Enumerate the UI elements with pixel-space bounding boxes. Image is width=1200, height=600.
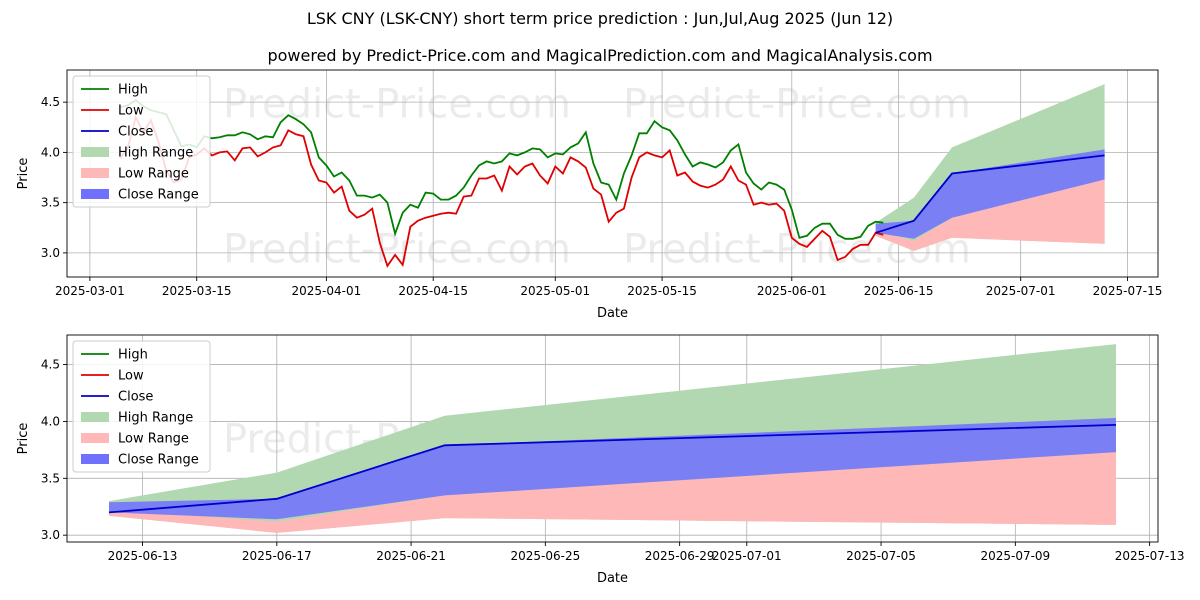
x-tick-label: 2025-06-29: [645, 549, 715, 563]
plot-frame: [66, 334, 1159, 543]
chart-title: LSK CNY (LSK-CNY) short term price predi…: [306, 9, 894, 28]
x-tick-label: 2025-07-13: [1115, 549, 1185, 563]
legend-label: Low Range: [118, 432, 189, 447]
x-tick-label: 2025-07-09: [980, 549, 1050, 563]
watermark-text: Predict-Price.com: [223, 227, 571, 273]
legend: High Low Close High Range Low Range Close Ran…: [72, 340, 211, 473]
y-tick-label: 3.5: [41, 196, 60, 210]
x-tick-label: 2025-04-15: [398, 284, 468, 298]
chart-panel-2: Predict-Price.comPredict-Price.com2025-0…: [16, 334, 1185, 586]
x-tick-label: 2025-05-01: [520, 284, 590, 298]
x-tick-label: 2025-06-01: [757, 284, 827, 298]
x-tick-label: 2025-06-17: [242, 549, 312, 563]
legend-swatch: [81, 189, 109, 199]
y-tick-label: 3.0: [41, 246, 60, 260]
legend-label: High Range: [118, 411, 193, 426]
close-range-band: [875, 149, 1105, 239]
legend-label: Close: [118, 125, 153, 140]
x-tick-label: 2025-06-25: [510, 549, 580, 563]
x-tick-label: 2025-06-13: [108, 549, 178, 563]
legend-label: Low Range: [118, 167, 189, 182]
close-series-line: [108, 424, 1117, 514]
legend-label: High: [118, 348, 148, 363]
x-axis-label: Date: [597, 571, 628, 586]
legend-label: Close Range: [118, 188, 199, 203]
close-series-line: [875, 154, 1105, 234]
legend-label: Close Range: [118, 453, 199, 468]
high-series-line: [120, 98, 884, 240]
x-axis-label: Date: [597, 306, 628, 321]
legend-swatch: [81, 147, 109, 157]
y-axis-label: Price: [16, 158, 31, 190]
chart-subtitle: powered by Predict-Price.com and Magical…: [267, 46, 933, 65]
chart-panel-1: Predict-Price.com Predict-Price.com Predic…: [16, 69, 1163, 321]
legend-label: Low: [118, 104, 144, 119]
legend-label: Low: [118, 369, 144, 384]
low-range-band: [875, 179, 1105, 251]
y-tick-label: 4.5: [41, 95, 60, 109]
watermark-text: Predict-Price.com: [223, 82, 571, 128]
legend-label: Close: [118, 390, 153, 405]
x-tick-label: 2025-07-01: [986, 284, 1056, 298]
low-range-band: [109, 452, 1116, 533]
x-tick-label: 2025-07-15: [1093, 284, 1163, 298]
close-range-band: [109, 418, 1116, 520]
plot-frame: [66, 69, 1159, 278]
legend: High Low Close High Range Low Range Close Ran…: [72, 75, 211, 208]
y-tick-label: 3.5: [41, 471, 60, 485]
legend-swatch: [81, 433, 109, 443]
x-tick-label: 2025-06-15: [864, 284, 934, 298]
y-axis-label: Price: [16, 423, 31, 455]
x-tick-label: 2025-04-01: [292, 284, 362, 298]
x-tick-label: 2025-05-15: [627, 284, 697, 298]
x-tick-label: 2025-03-01: [55, 284, 125, 298]
y-tick-label: 3.0: [41, 528, 60, 542]
x-tick-label: 2025-07-01: [712, 549, 782, 563]
x-tick-label: 2025-07-05: [846, 549, 916, 563]
legend-label: High Range: [118, 146, 193, 161]
legend-swatch: [81, 454, 109, 464]
y-tick-label: 4.0: [41, 414, 60, 428]
y-tick-label: 4.0: [41, 145, 60, 159]
legend-swatch: [81, 168, 109, 178]
x-tick-label: 2025-03-15: [162, 284, 232, 298]
x-tick-label: 2025-06-21: [376, 549, 446, 563]
legend-swatch: [81, 412, 109, 422]
watermark-text: Predict-Price.com: [623, 82, 971, 128]
low-series-line: [119, 114, 884, 268]
y-tick-label: 4.5: [41, 358, 60, 372]
legend-label: High: [118, 83, 148, 98]
